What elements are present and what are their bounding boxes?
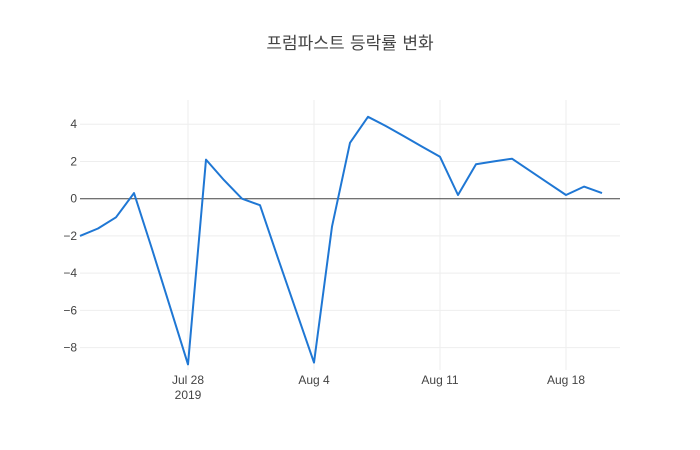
series-line: [79, 115, 603, 366]
y-tick-label: −2: [63, 229, 77, 243]
y-tick-label: 2: [70, 154, 77, 168]
y-tick-label: −6: [63, 303, 77, 317]
y-tick-label: 4: [70, 117, 77, 131]
y-tick-label: −8: [63, 341, 77, 355]
series-layer: [79, 115, 603, 366]
x-tick-label: Aug 4: [298, 373, 330, 387]
x-tick-label: Aug 11: [421, 373, 458, 387]
grid: [80, 100, 620, 370]
x-tick-label: Aug 18: [547, 373, 585, 387]
y-tick-label: −4: [63, 266, 77, 280]
x-tick-label: Jul 28: [172, 373, 204, 387]
chart-title: 프럼파스트 등락률 변화: [266, 34, 434, 54]
y-tick-label: 0: [70, 192, 77, 206]
x-tick-year-label: 2019: [175, 388, 202, 402]
